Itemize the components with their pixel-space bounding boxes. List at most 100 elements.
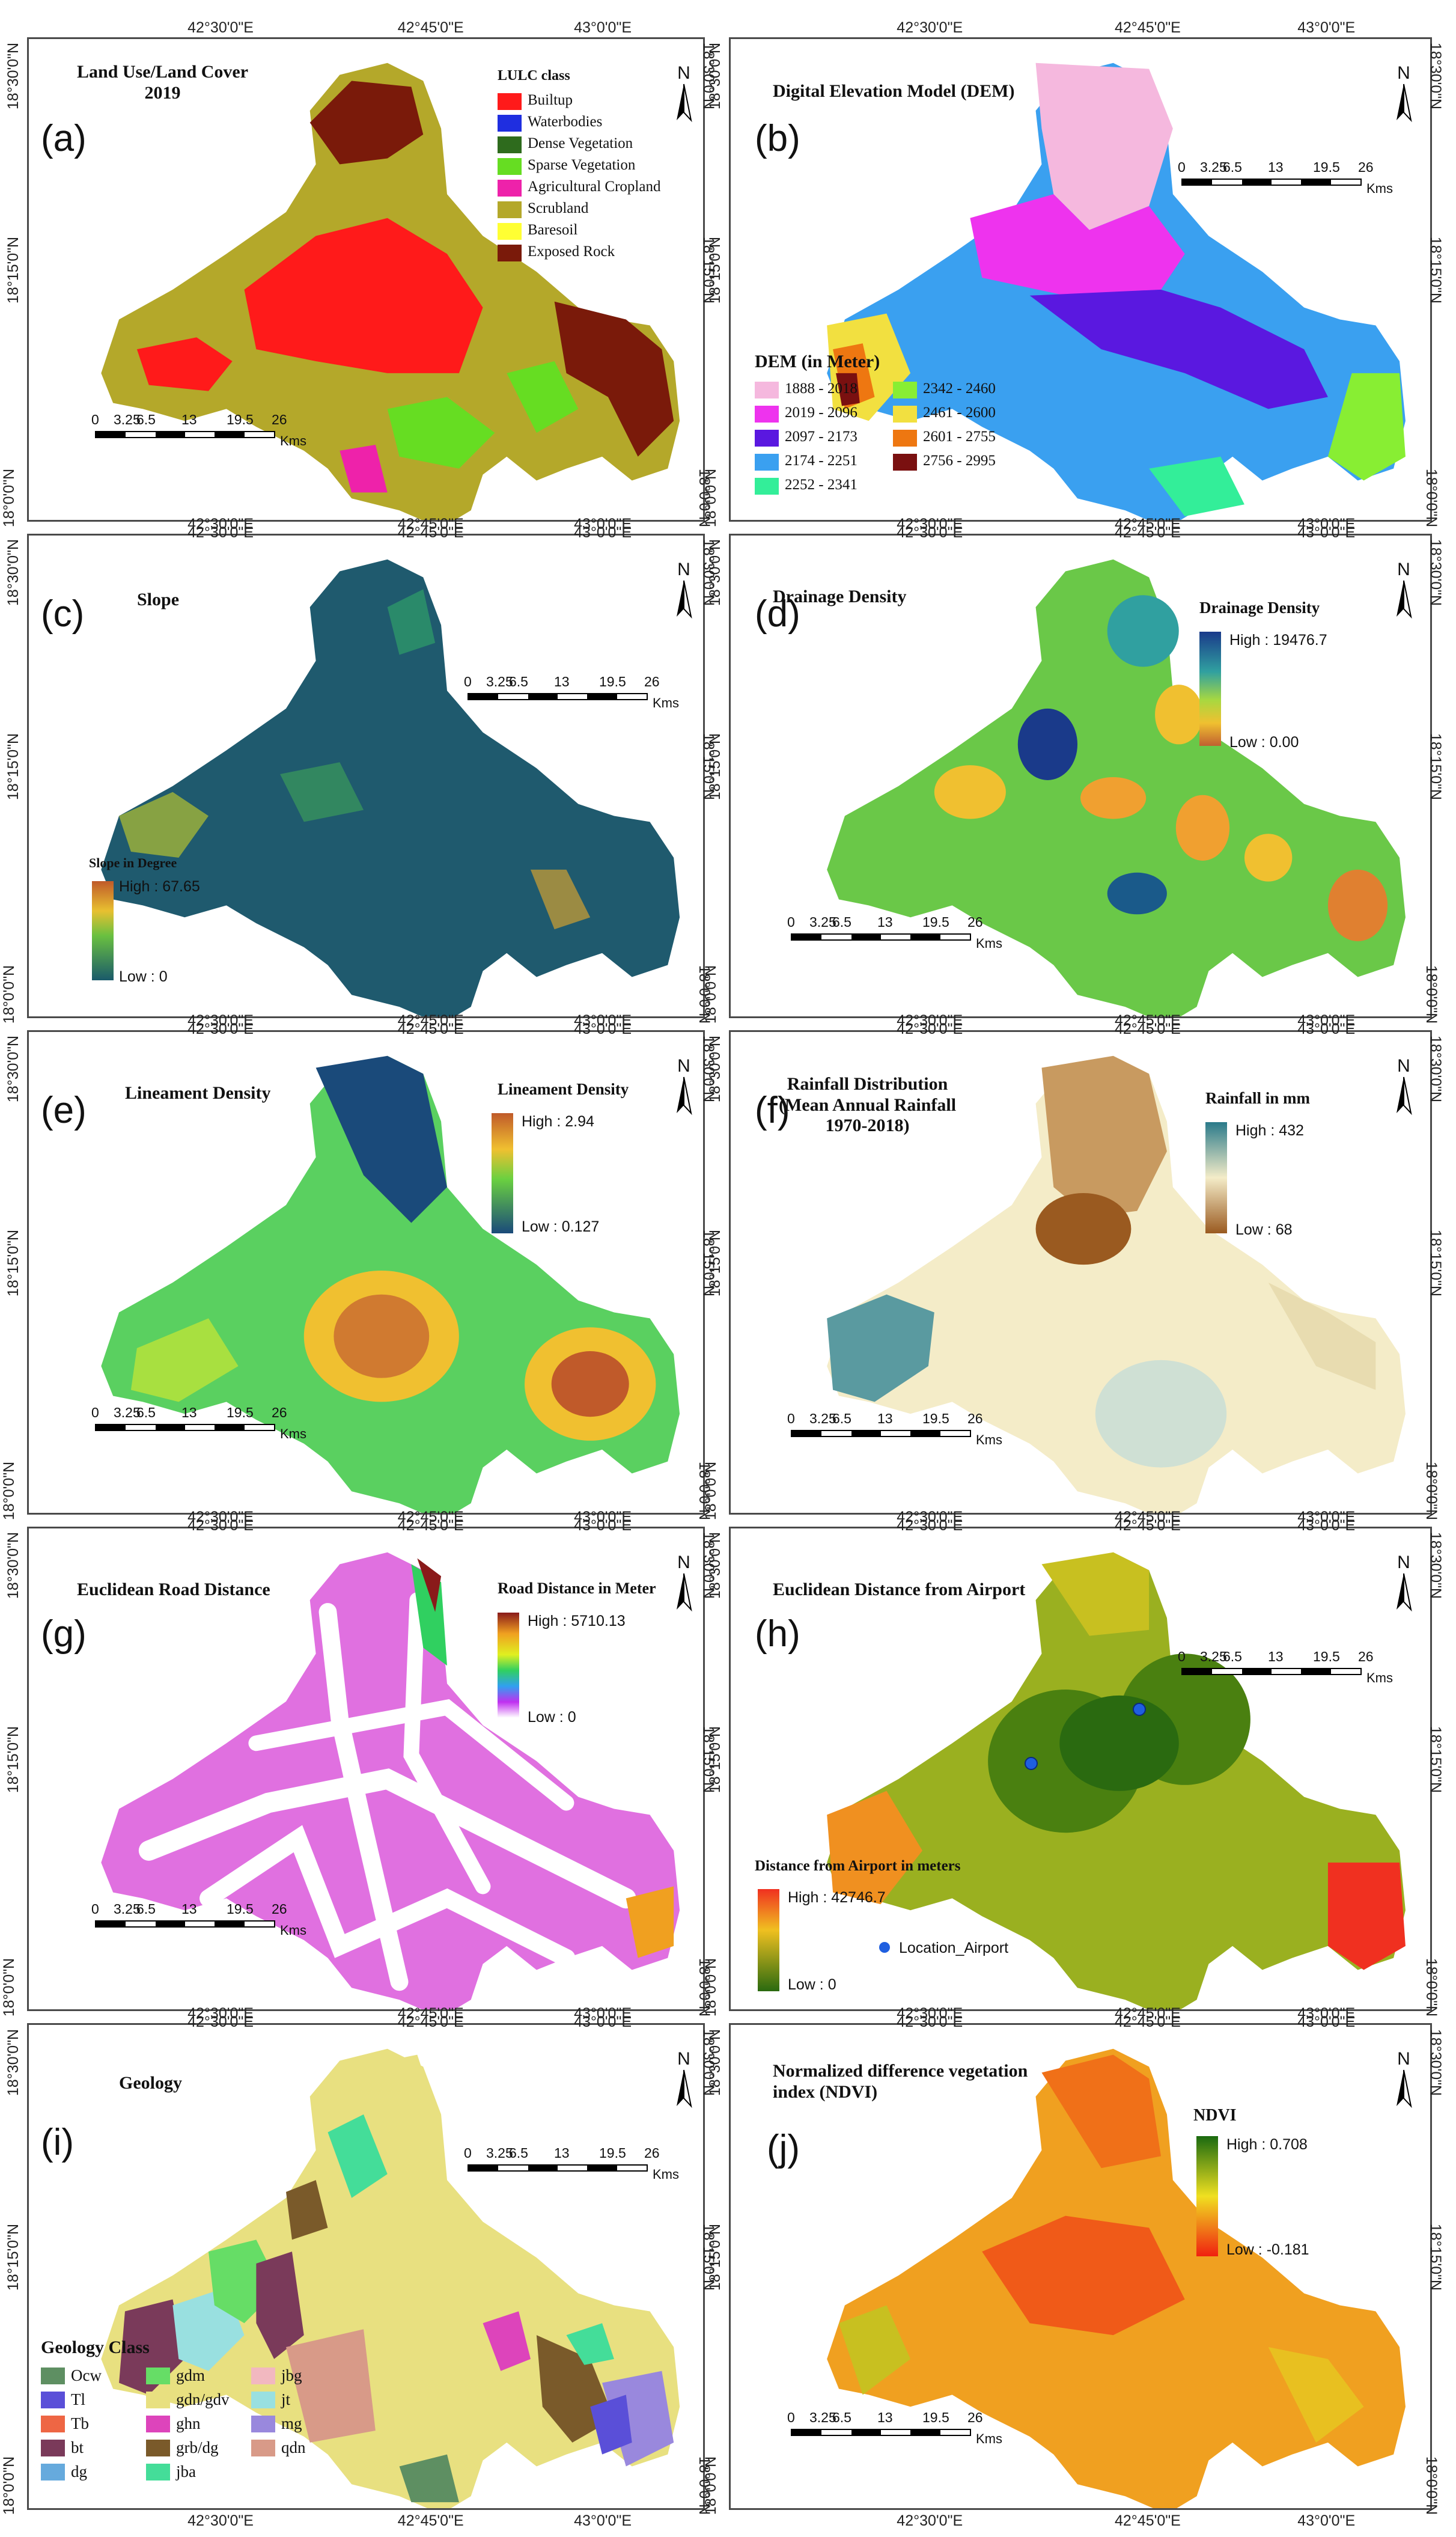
scale-unit: Kms xyxy=(976,936,1002,951)
latitude-label: 18°15'0"N xyxy=(1427,1229,1445,1296)
scale-bar: 0 3.25 6.5 13 19.5 26 Kms xyxy=(91,1901,323,1938)
latitude-label: 18°30'0"N xyxy=(1427,2029,1445,2096)
legend-swatch xyxy=(893,406,917,423)
longitude-label: 42°30'0"E xyxy=(187,524,254,541)
legend-title: Road Distance in Meter xyxy=(498,1580,656,1597)
legend-label: Builtup xyxy=(528,92,573,108)
north-arrow-icon: N xyxy=(666,63,702,129)
north-arrow-icon: N xyxy=(1386,63,1422,129)
scale-unit: Kms xyxy=(976,1432,1002,1447)
longitude-label: 43°0'0"E xyxy=(574,2512,632,2529)
longitude-label: 43°0'0"E xyxy=(1297,1021,1356,1037)
panel-letter: (f) xyxy=(755,1090,790,1131)
longitude-label: 43°0'0"E xyxy=(1297,2512,1356,2529)
longitude-label: 42°45'0"E xyxy=(397,19,464,36)
panel-title: Rainfall Distribution (Mean Annual Rainf… xyxy=(779,1074,956,1137)
legend-label: mg xyxy=(281,2414,302,2432)
scale-tick-label: 3.25 xyxy=(486,2145,513,2161)
longitude-label: 42°30'0"E xyxy=(187,1517,254,1534)
scale-bar: 0 3.25 6.5 13 19.5 26 Kms xyxy=(787,2410,1019,2446)
legend-swatch xyxy=(498,136,522,153)
legend-swatch xyxy=(755,430,779,447)
legend-title: Geology Class xyxy=(41,2337,150,2357)
scale-tick-label: 19.5 xyxy=(599,2145,626,2161)
legend-label: 2019 - 2096 xyxy=(785,405,857,421)
legend-swatch xyxy=(498,93,522,110)
road-gradient-bar xyxy=(498,1613,519,1718)
longitude-label: 42°45'0"E xyxy=(1115,1021,1181,1037)
longitude-label: 43°0'0"E xyxy=(1297,2013,1356,2030)
longitude-label: 42°45'0"E xyxy=(397,1509,464,1525)
panel-drainage: (d) Drainage Density Drainage Density Hi… xyxy=(729,534,1432,1018)
legend-label: Waterbodies xyxy=(528,114,603,130)
scale-tick-label: 6.5 xyxy=(832,914,851,930)
legend-low: Low : 0.127 xyxy=(522,1218,600,1235)
legend-swatch xyxy=(893,382,917,398)
latitude-label: 18°15'0"N xyxy=(707,1726,724,1793)
panel-title: Normalized difference vegetation index (… xyxy=(773,2061,1028,2102)
north-arrow-icon: N xyxy=(666,2049,702,2115)
longitude-label: 42°45'0"E xyxy=(1115,19,1181,36)
ndvi-gradient-bar xyxy=(1196,2136,1218,2256)
panel-letter: (j) xyxy=(767,2128,800,2169)
legend-low: Low : 0.00 xyxy=(1229,734,1299,751)
legend-swatch xyxy=(146,2464,170,2481)
legend-label: 2342 - 2460 xyxy=(923,380,996,397)
lulc-map xyxy=(101,63,680,520)
title-line: 2019 xyxy=(144,82,181,103)
scale-unit: Kms xyxy=(1366,1670,1393,1685)
legend-label: Agricultural Cropland xyxy=(528,179,661,195)
scale-tick-label: 26 xyxy=(644,2145,660,2161)
legend-label: Tl xyxy=(71,2390,85,2408)
location-airport-legend-icon xyxy=(879,1942,890,1953)
scale-tick-label: 3.25 xyxy=(114,1901,141,1917)
longitude-label: 43°0'0"E xyxy=(574,2005,632,2022)
latitude-label: 18°30'0"N xyxy=(5,1532,22,1599)
panel-title: Land Use/Land Cover 2019 xyxy=(77,62,248,103)
legend-label: Baresoil xyxy=(528,222,578,238)
scale-tick-label: 19.5 xyxy=(922,1411,949,1426)
scale-tick-label: 19.5 xyxy=(227,412,254,427)
latitude-label: 18°15'0"N xyxy=(707,236,724,304)
scale-tick-label: 0 xyxy=(787,2410,795,2425)
latitude-label: 18°15'0"N xyxy=(707,2223,724,2291)
scale-tick-label: 0 xyxy=(91,1405,99,1420)
scale-tick-label: 26 xyxy=(644,674,660,689)
longitude-label: 42°45'0"E xyxy=(1115,1509,1181,1525)
location-airport-legend-label: Location_Airport xyxy=(899,1940,1009,1956)
scale-tick-label: 26 xyxy=(1358,159,1374,175)
scale-tick-label: 13 xyxy=(1268,159,1284,175)
scale-tick-label: 13 xyxy=(554,2145,570,2161)
panel-ndvi: (j) Normalized difference vegetation ind… xyxy=(729,2023,1432,2510)
scale-tick-label: 26 xyxy=(967,2410,983,2425)
scale-tick-label: 19.5 xyxy=(227,1405,254,1420)
longitude-label: 42°30'0"E xyxy=(187,1509,254,1525)
latitude-label: 18°15'0"N xyxy=(5,236,22,304)
legend-title: Distance from Airport in meters xyxy=(755,1858,961,1874)
longitude-label: 43°0'0"E xyxy=(574,1509,632,1525)
legend-high: High : 42746.7 xyxy=(788,1889,886,1906)
longitude-label: 42°45'0"E xyxy=(397,1012,464,1029)
scale-tick-label: 19.5 xyxy=(922,2410,949,2425)
scale-tick-label: 26 xyxy=(272,1405,287,1420)
scale-bar: 0 3.25 6.5 13 19.5 26 Kms xyxy=(787,1411,1019,1447)
legend-title: NDVI xyxy=(1193,2106,1237,2125)
scale-bar-graphic xyxy=(791,2429,971,2436)
legend-label: 2461 - 2600 xyxy=(923,405,996,421)
legend-title: Rainfall in mm xyxy=(1205,1089,1311,1107)
north-arrow-icon: N xyxy=(1386,1552,1422,1619)
scale-tick-label: 6.5 xyxy=(509,2145,528,2161)
scale-tick-label: 13 xyxy=(181,1405,197,1420)
latitude-label: 18°15'0"N xyxy=(707,733,724,800)
scale-bar: 0 3.25 6.5 13 19.5 26 Kms xyxy=(91,412,323,448)
title-line: 1970-2018) xyxy=(825,1116,910,1135)
latitude-label: 18°30'0"N xyxy=(707,539,724,606)
north-arrow-icon: N xyxy=(666,1056,702,1122)
legend-high: High : 5710.13 xyxy=(528,1613,626,1629)
longitude-label: 42°45'0"E xyxy=(1115,1012,1181,1029)
drainage-map xyxy=(827,559,1406,1016)
longitude-label: 43°0'0"E xyxy=(1297,1509,1356,1525)
latitude-label: 18°0'0"N xyxy=(1,965,18,1024)
latitude-label: 18°15'0"N xyxy=(5,1726,22,1793)
legend-title: Lineament Density xyxy=(498,1080,629,1098)
